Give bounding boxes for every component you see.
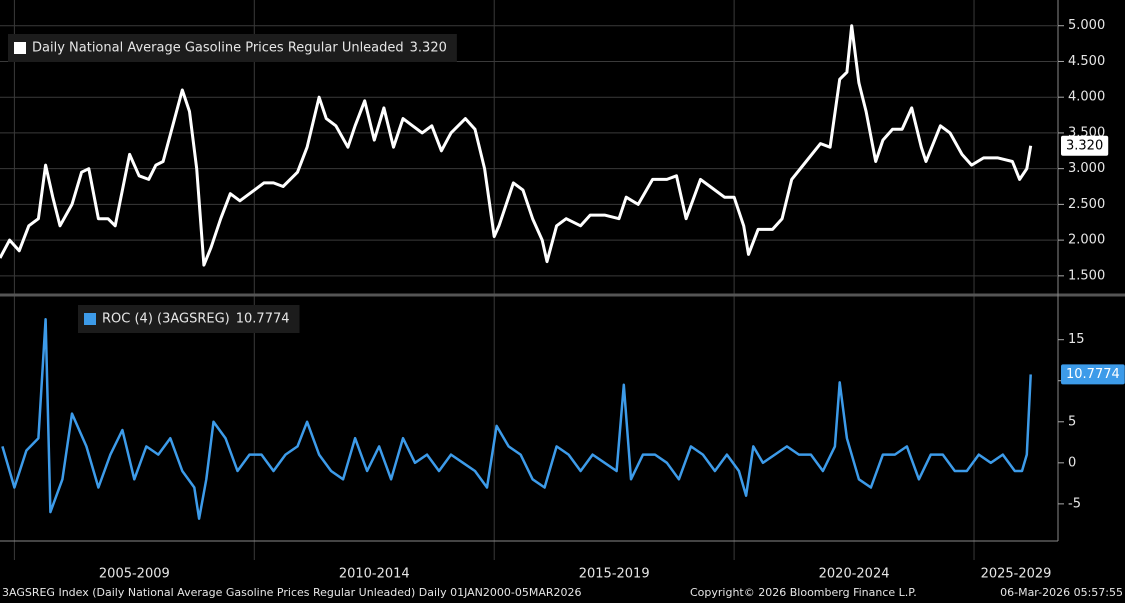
- legend-label: Daily National Average Gasoline Prices R…: [32, 41, 404, 56]
- data-line: [0, 24, 1033, 267]
- last-value-badge: [1061, 364, 1125, 385]
- y-tick-label: 2.500: [1068, 197, 1105, 212]
- legend-value: 10.7774: [236, 312, 290, 327]
- legend-label: ROC (4) (3AGSREG): [102, 312, 230, 327]
- legend-box: [78, 305, 300, 333]
- footer-timestamp: 06-Mar-2026 05:57:55: [1000, 586, 1123, 599]
- y-tick-label: 4.500: [1068, 54, 1105, 69]
- y-tick-label: 0: [1068, 455, 1076, 470]
- y-tick-label: 3.000: [1068, 161, 1105, 176]
- x-period-label: 2025-2029: [981, 567, 1052, 582]
- legend-swatch: [84, 313, 96, 325]
- y-tick-label: 4.000: [1068, 90, 1105, 105]
- y-tick-label: 2.000: [1068, 233, 1105, 248]
- x-period-label: 2020-2024: [819, 567, 890, 582]
- legend-swatch: [14, 42, 26, 54]
- y-tick-label: 15: [1068, 332, 1085, 347]
- y-tick-label: 1.500: [1068, 268, 1105, 283]
- last-value-badge: [1061, 135, 1109, 156]
- y-tick-label: -5: [1068, 496, 1081, 511]
- legend-value: 3.320: [410, 41, 447, 56]
- last-value-label: 3.320: [1066, 138, 1103, 153]
- data-line: [1, 317, 1032, 520]
- footer-description: 3AGSREG Index (Daily National Average Ga…: [2, 586, 582, 599]
- footer-copyright: Copyright© 2026 Bloomberg Finance L.P.: [690, 586, 917, 599]
- x-period-label: 2015-2019: [579, 567, 650, 582]
- legend-box: [8, 34, 457, 62]
- y-tick-label: 5: [1068, 414, 1076, 429]
- x-period-label: 2010-2014: [339, 567, 410, 582]
- last-value-label: 10.7774: [1066, 367, 1120, 382]
- x-period-label: 2005-2009: [99, 567, 170, 582]
- y-tick-label: 5.000: [1068, 18, 1105, 33]
